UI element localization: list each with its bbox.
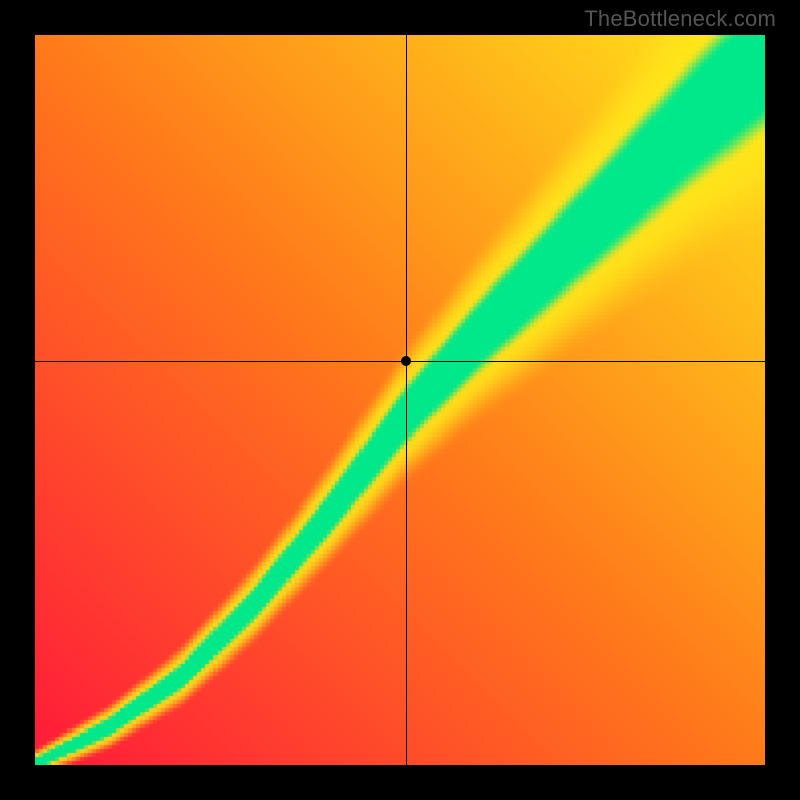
watermark-text: TheBottleneck.com <box>584 6 776 32</box>
crosshair-vertical <box>406 35 407 765</box>
intersection-marker <box>401 356 411 366</box>
heatmap-canvas <box>35 35 765 765</box>
crosshair-horizontal <box>35 361 765 362</box>
heatmap-plot <box>35 35 765 765</box>
